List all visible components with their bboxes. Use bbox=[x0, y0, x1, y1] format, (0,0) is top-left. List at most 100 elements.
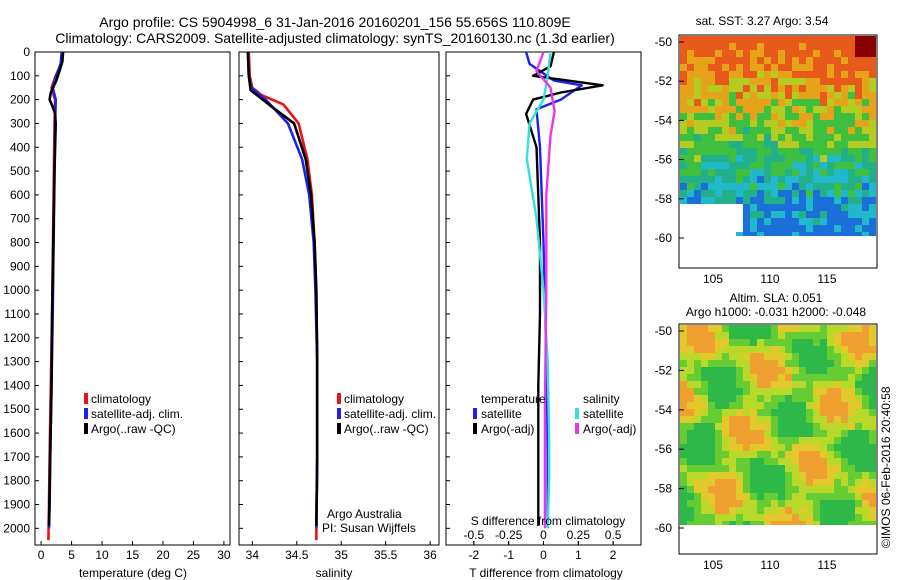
map-cell bbox=[694, 514, 701, 521]
map-cell bbox=[687, 36, 694, 43]
map-cell bbox=[708, 395, 715, 402]
map-cell bbox=[715, 36, 722, 43]
map-cell bbox=[855, 50, 862, 57]
depth-tick-label: 600 bbox=[10, 188, 30, 202]
map-cell bbox=[855, 367, 862, 374]
x-tick-label: 2 bbox=[610, 548, 617, 562]
map-cell bbox=[757, 402, 764, 409]
map-cell bbox=[743, 395, 750, 402]
map-cell bbox=[799, 402, 806, 409]
map-cell bbox=[834, 50, 841, 57]
map-cell bbox=[750, 232, 757, 236]
temp-panel-frame bbox=[34, 51, 231, 546]
map-cell bbox=[792, 346, 799, 353]
map-lon-label: 110 bbox=[760, 558, 779, 572]
map-cell bbox=[792, 169, 799, 176]
map-cell bbox=[862, 332, 869, 339]
map-cell bbox=[750, 183, 757, 190]
map-cell bbox=[757, 444, 764, 451]
map-cell bbox=[841, 353, 848, 360]
map-cell bbox=[785, 367, 792, 374]
map-cell bbox=[848, 155, 855, 162]
map-cell bbox=[757, 204, 764, 211]
map-cell bbox=[806, 465, 813, 472]
depth-tick-label: 1700 bbox=[3, 450, 30, 464]
map-cell bbox=[729, 92, 736, 99]
map-cell bbox=[750, 374, 757, 381]
map-cell bbox=[778, 500, 785, 507]
map-cell bbox=[687, 395, 694, 402]
map-cell bbox=[708, 162, 715, 169]
map-cell bbox=[841, 190, 848, 197]
map-cell bbox=[736, 430, 743, 437]
map-cell bbox=[687, 458, 694, 465]
map-cell bbox=[743, 367, 750, 374]
map-cell bbox=[834, 43, 841, 50]
map-cell bbox=[701, 507, 708, 514]
map-cell bbox=[848, 204, 855, 211]
map-cell bbox=[841, 99, 848, 106]
map-cell bbox=[778, 465, 785, 472]
map-cell bbox=[813, 493, 820, 500]
map-cell bbox=[771, 183, 778, 190]
map-cell bbox=[841, 430, 848, 437]
map-cell bbox=[729, 367, 736, 374]
map-cell bbox=[722, 402, 729, 409]
map-cell bbox=[841, 507, 848, 514]
map-cell bbox=[813, 416, 820, 423]
map-cell bbox=[855, 85, 862, 92]
map-cell bbox=[687, 472, 694, 479]
map-cell bbox=[736, 423, 743, 430]
x-tick-label: 30 bbox=[217, 548, 231, 562]
x-tick-label: -0.25 bbox=[495, 528, 523, 542]
map-cell bbox=[708, 486, 715, 493]
map-cell bbox=[771, 71, 778, 78]
map-cell bbox=[778, 43, 785, 50]
map-cell bbox=[729, 141, 736, 148]
map-cell bbox=[687, 204, 694, 211]
map-cell bbox=[827, 50, 834, 57]
map-cell bbox=[757, 43, 764, 50]
map-cell bbox=[862, 409, 869, 416]
map-cell bbox=[743, 190, 750, 197]
map-cell bbox=[743, 472, 750, 479]
map-cell bbox=[771, 225, 778, 232]
map-cell bbox=[729, 78, 736, 85]
map-cell bbox=[778, 190, 785, 197]
map-cell bbox=[736, 197, 743, 204]
map-cell bbox=[764, 402, 771, 409]
map-cell bbox=[792, 78, 799, 85]
map-cell bbox=[757, 225, 764, 232]
map-cell bbox=[743, 141, 750, 148]
map-cell bbox=[743, 444, 750, 451]
map-cell bbox=[694, 325, 701, 332]
map-cell bbox=[694, 458, 701, 465]
map-cell bbox=[778, 148, 785, 155]
map-cell bbox=[729, 176, 736, 183]
map-cell bbox=[827, 141, 834, 148]
map-cell bbox=[834, 367, 841, 374]
map-cell bbox=[694, 493, 701, 500]
map-cell bbox=[785, 395, 792, 402]
map-cell bbox=[848, 346, 855, 353]
map-cell bbox=[757, 409, 764, 416]
map-cell bbox=[862, 465, 869, 472]
map-cell bbox=[841, 367, 848, 374]
map-cell bbox=[855, 521, 862, 525]
map-cell bbox=[757, 127, 764, 134]
map-cell bbox=[680, 500, 687, 507]
map-cell bbox=[869, 85, 876, 92]
map-cell bbox=[729, 218, 736, 225]
map-cell bbox=[827, 113, 834, 120]
map-cell bbox=[736, 43, 743, 50]
map-cell bbox=[806, 106, 813, 113]
map-cell bbox=[813, 155, 820, 162]
map-cell bbox=[736, 486, 743, 493]
map-cell bbox=[736, 71, 743, 78]
map-cell bbox=[806, 507, 813, 514]
map-cell bbox=[680, 176, 687, 183]
map-cell bbox=[834, 353, 841, 360]
map-cell bbox=[855, 444, 862, 451]
map-cell bbox=[722, 78, 729, 85]
map-cell bbox=[715, 388, 722, 395]
